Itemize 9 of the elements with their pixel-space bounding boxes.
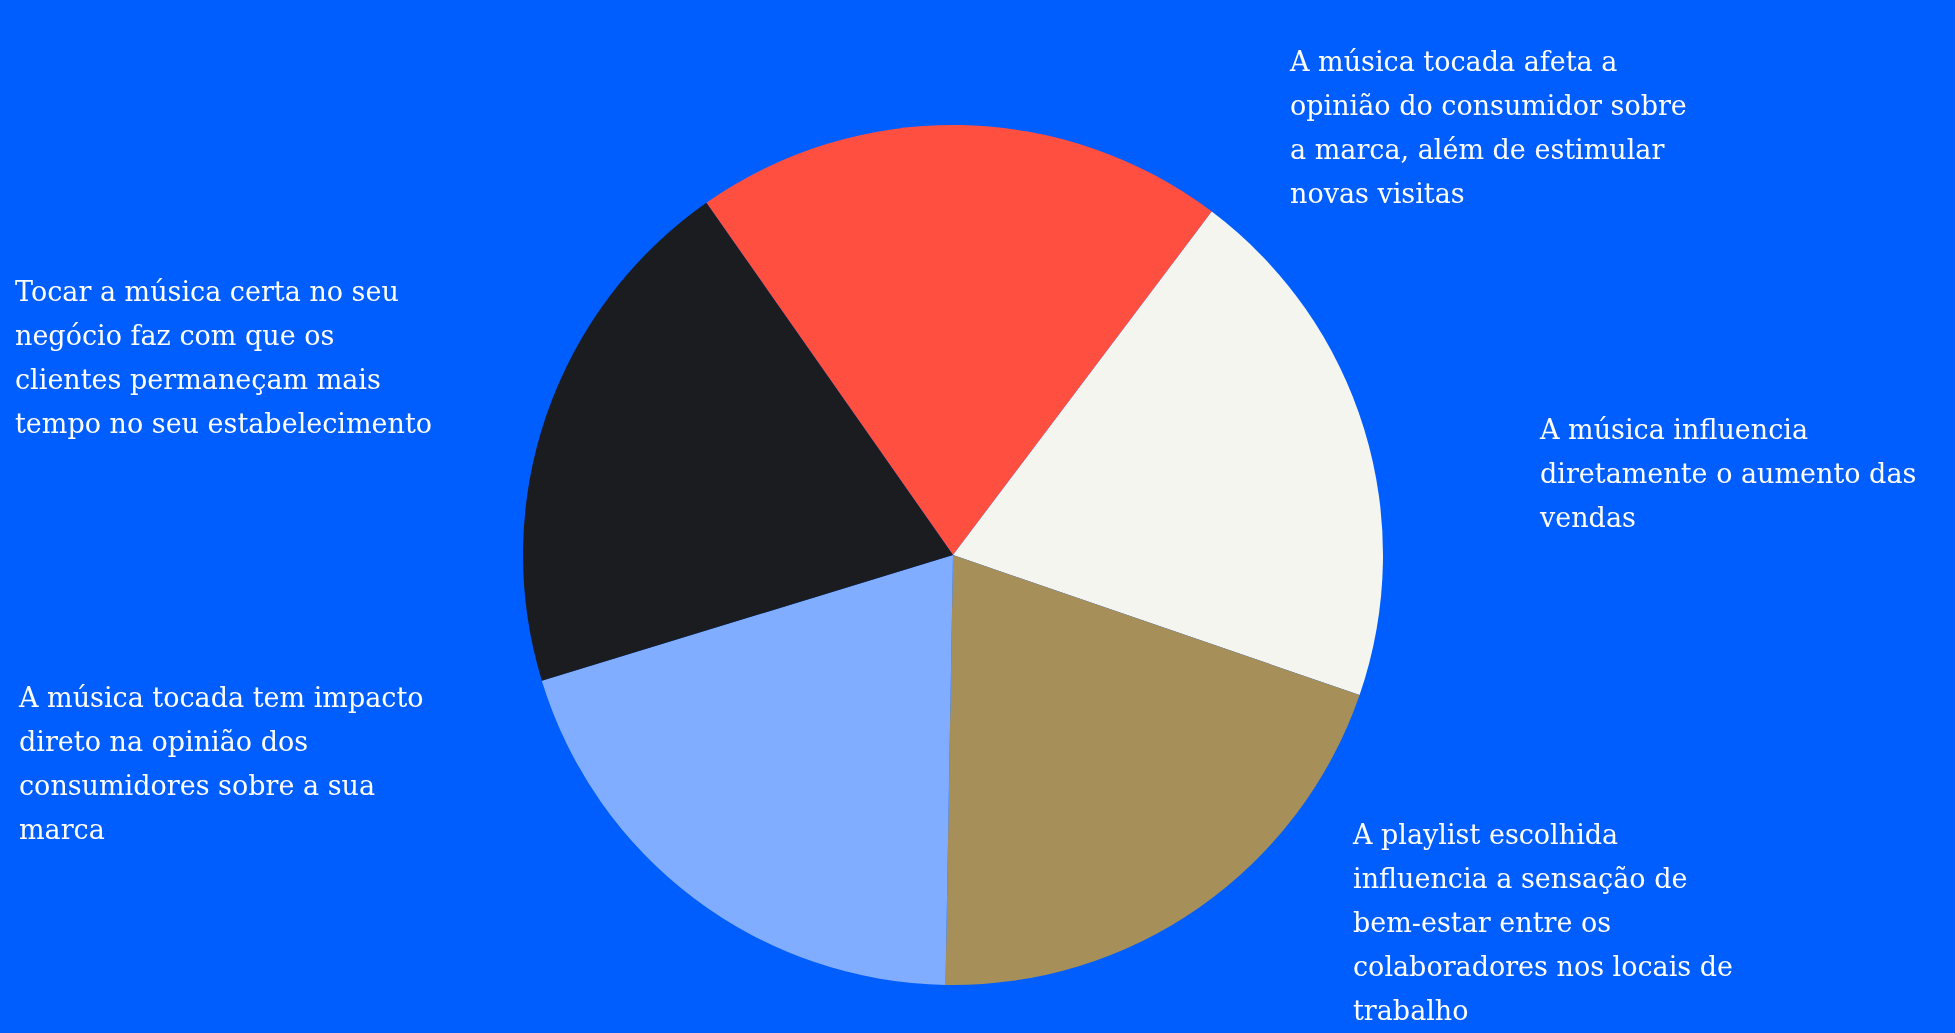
slice-label: A música tocada tem impacto direto na opinião dos consumidores sobre a sua marca (18, 682, 424, 845)
pie-slice (706, 125, 1212, 555)
pie-slice (523, 202, 953, 681)
slice-label: Tocar a música certa no seu negócio faz com que os clientes permaneçam mais tempo no seu estabelecimento (15, 276, 433, 439)
slice-label: A música influencia diretamente o aumento das vendas (1539, 414, 1917, 533)
slice-label: A playlist escolhida influencia a sensação de bem-estar entre os colaboradores nos locais de trabalho (1352, 819, 1734, 1026)
pie-slice (541, 555, 953, 985)
slice-label: A música tocada afeta a opinião do consumidor sobre a marca, além de estimular novas visitas (1289, 46, 1687, 209)
pie-slice (953, 211, 1383, 695)
